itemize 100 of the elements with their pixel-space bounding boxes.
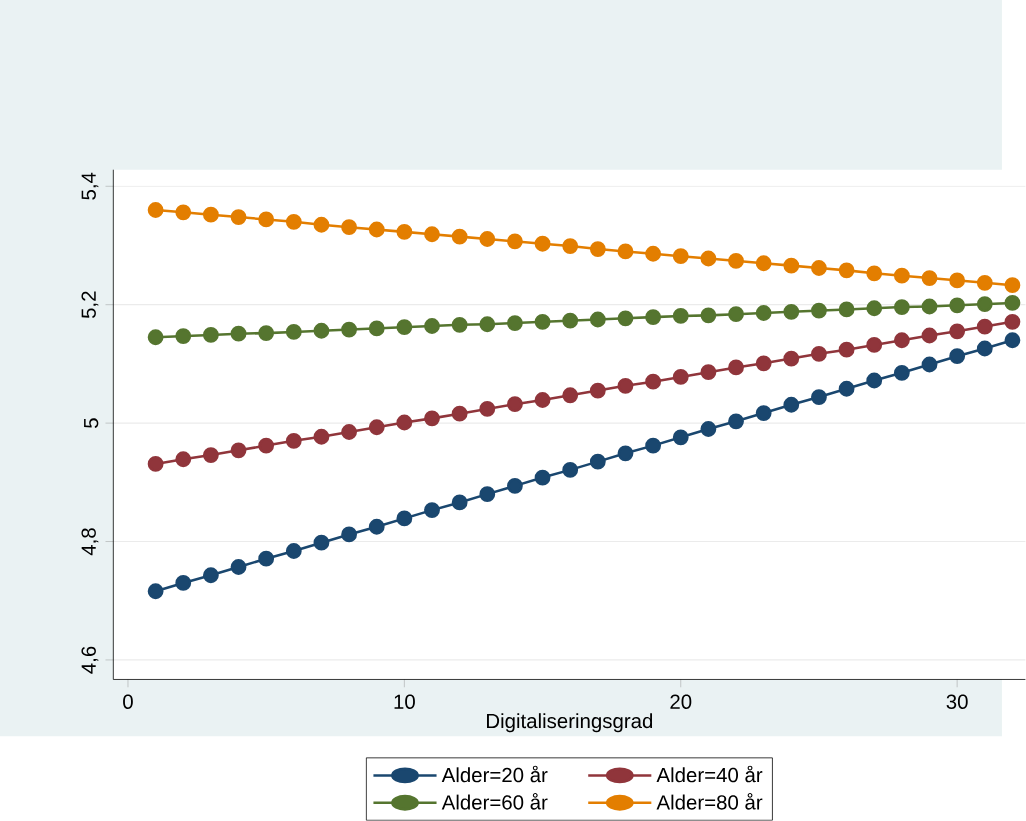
point: [838, 262, 855, 279]
point: [534, 469, 551, 486]
point: [285, 214, 302, 230]
point: [921, 327, 938, 344]
point: [811, 346, 827, 362]
point: [562, 387, 579, 404]
legend-label: Alder=80 år: [656, 793, 763, 810]
point: [949, 272, 966, 289]
point: [368, 419, 385, 436]
point: [700, 250, 717, 267]
point: [424, 318, 440, 335]
point: [755, 255, 772, 272]
x-tick-label: 0: [123, 694, 133, 710]
point: [258, 550, 275, 567]
point: [921, 298, 938, 315]
point: [811, 389, 827, 406]
point: [451, 228, 468, 245]
point: [534, 314, 551, 330]
point: [230, 442, 247, 459]
point: [368, 221, 385, 238]
point: [507, 478, 523, 494]
point: [755, 355, 772, 372]
point: [589, 311, 606, 328]
point: [202, 447, 219, 464]
point: [479, 231, 496, 248]
point: [700, 421, 717, 438]
point: [424, 226, 440, 243]
point: [755, 405, 772, 422]
point: [562, 312, 579, 329]
point: [341, 219, 357, 236]
point: [976, 318, 993, 335]
point: [811, 302, 827, 319]
point: [893, 299, 910, 316]
point: [893, 365, 910, 381]
point: [617, 378, 634, 394]
point: [783, 397, 800, 413]
point: [645, 309, 662, 326]
point: [285, 543, 302, 560]
point: [838, 381, 855, 397]
x-axis-title: Digitaliseringsgrad: [487, 713, 653, 733]
point: [479, 486, 496, 503]
point: [783, 304, 800, 320]
point: [368, 518, 385, 535]
point: [1004, 314, 1021, 330]
point: [202, 327, 219, 343]
point: [147, 583, 164, 600]
point: [949, 297, 966, 314]
point: [313, 428, 330, 445]
point: [175, 328, 192, 345]
point: [258, 325, 275, 342]
point: [175, 575, 192, 592]
point: [728, 253, 744, 269]
point: [893, 267, 910, 284]
point: [507, 315, 523, 332]
point: [1004, 332, 1021, 349]
point: [783, 350, 800, 367]
point: [202, 206, 219, 223]
point: [368, 320, 385, 337]
point: [866, 300, 883, 317]
point: [866, 337, 883, 354]
point: [976, 275, 993, 291]
point: [534, 392, 551, 409]
point: [534, 235, 551, 252]
point: [341, 321, 357, 338]
point: [645, 373, 662, 390]
point: [949, 348, 966, 365]
point: [921, 356, 938, 373]
legend-label: Alder=20 år: [441, 765, 548, 783]
point: [672, 248, 689, 265]
x-tick-label: 30: [946, 694, 968, 710]
y-tick-label: 5,2: [81, 291, 99, 319]
point: [728, 413, 744, 430]
point: [866, 372, 883, 389]
point: [645, 246, 662, 262]
point: [617, 243, 634, 260]
point: [672, 308, 689, 325]
point: [976, 296, 993, 313]
point: [396, 510, 413, 527]
point: [589, 382, 606, 399]
point: [202, 567, 219, 584]
point: [1004, 277, 1021, 294]
y-tick-label: 5: [84, 418, 99, 429]
point: [866, 265, 883, 282]
point: [507, 396, 523, 413]
point: [258, 437, 275, 454]
point: [396, 414, 413, 431]
point: [479, 401, 496, 417]
legend-label: Alder=40 år: [656, 765, 763, 783]
point: [479, 316, 496, 333]
point: [617, 445, 634, 462]
point: [230, 209, 247, 226]
point: [451, 317, 468, 333]
point: [313, 534, 330, 551]
point: [672, 429, 689, 446]
point: [700, 307, 717, 324]
point: [451, 405, 468, 422]
point: [230, 325, 247, 342]
point: [562, 238, 579, 255]
point: [341, 526, 357, 543]
point: [341, 424, 357, 441]
